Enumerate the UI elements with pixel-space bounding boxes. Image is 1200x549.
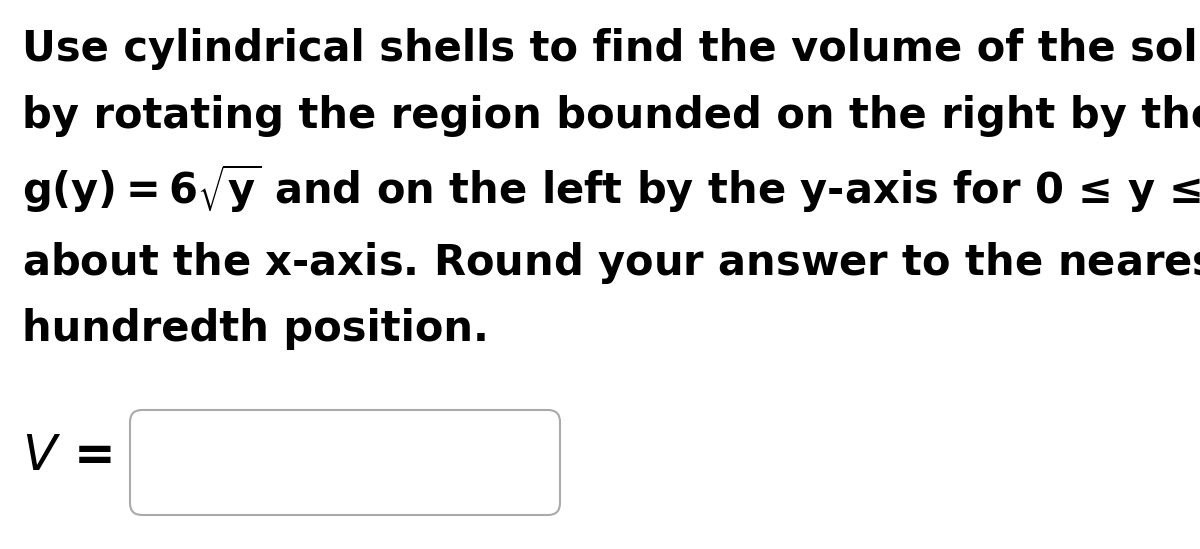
Text: $\mathbf{g(y) = 6\sqrt{y}}$ and on the left by the $\mathbf{y}$-axis for 0 ≤ $\m: $\mathbf{g(y) = 6\sqrt{y}}$ and on the l…	[22, 162, 1200, 215]
Text: about the $\mathbf{x}$-axis. Round your answer to the nearest: about the $\mathbf{x}$-axis. Round your …	[22, 240, 1200, 286]
Text: $V$ =: $V$ =	[22, 432, 112, 480]
Text: Use cylindrical shells to find the volume of the solid obtained: Use cylindrical shells to find the volum…	[22, 28, 1200, 70]
FancyBboxPatch shape	[130, 410, 560, 515]
Text: by rotating the region bounded on the right by the graph of: by rotating the region bounded on the ri…	[22, 95, 1200, 137]
Text: hundredth position.: hundredth position.	[22, 308, 488, 350]
